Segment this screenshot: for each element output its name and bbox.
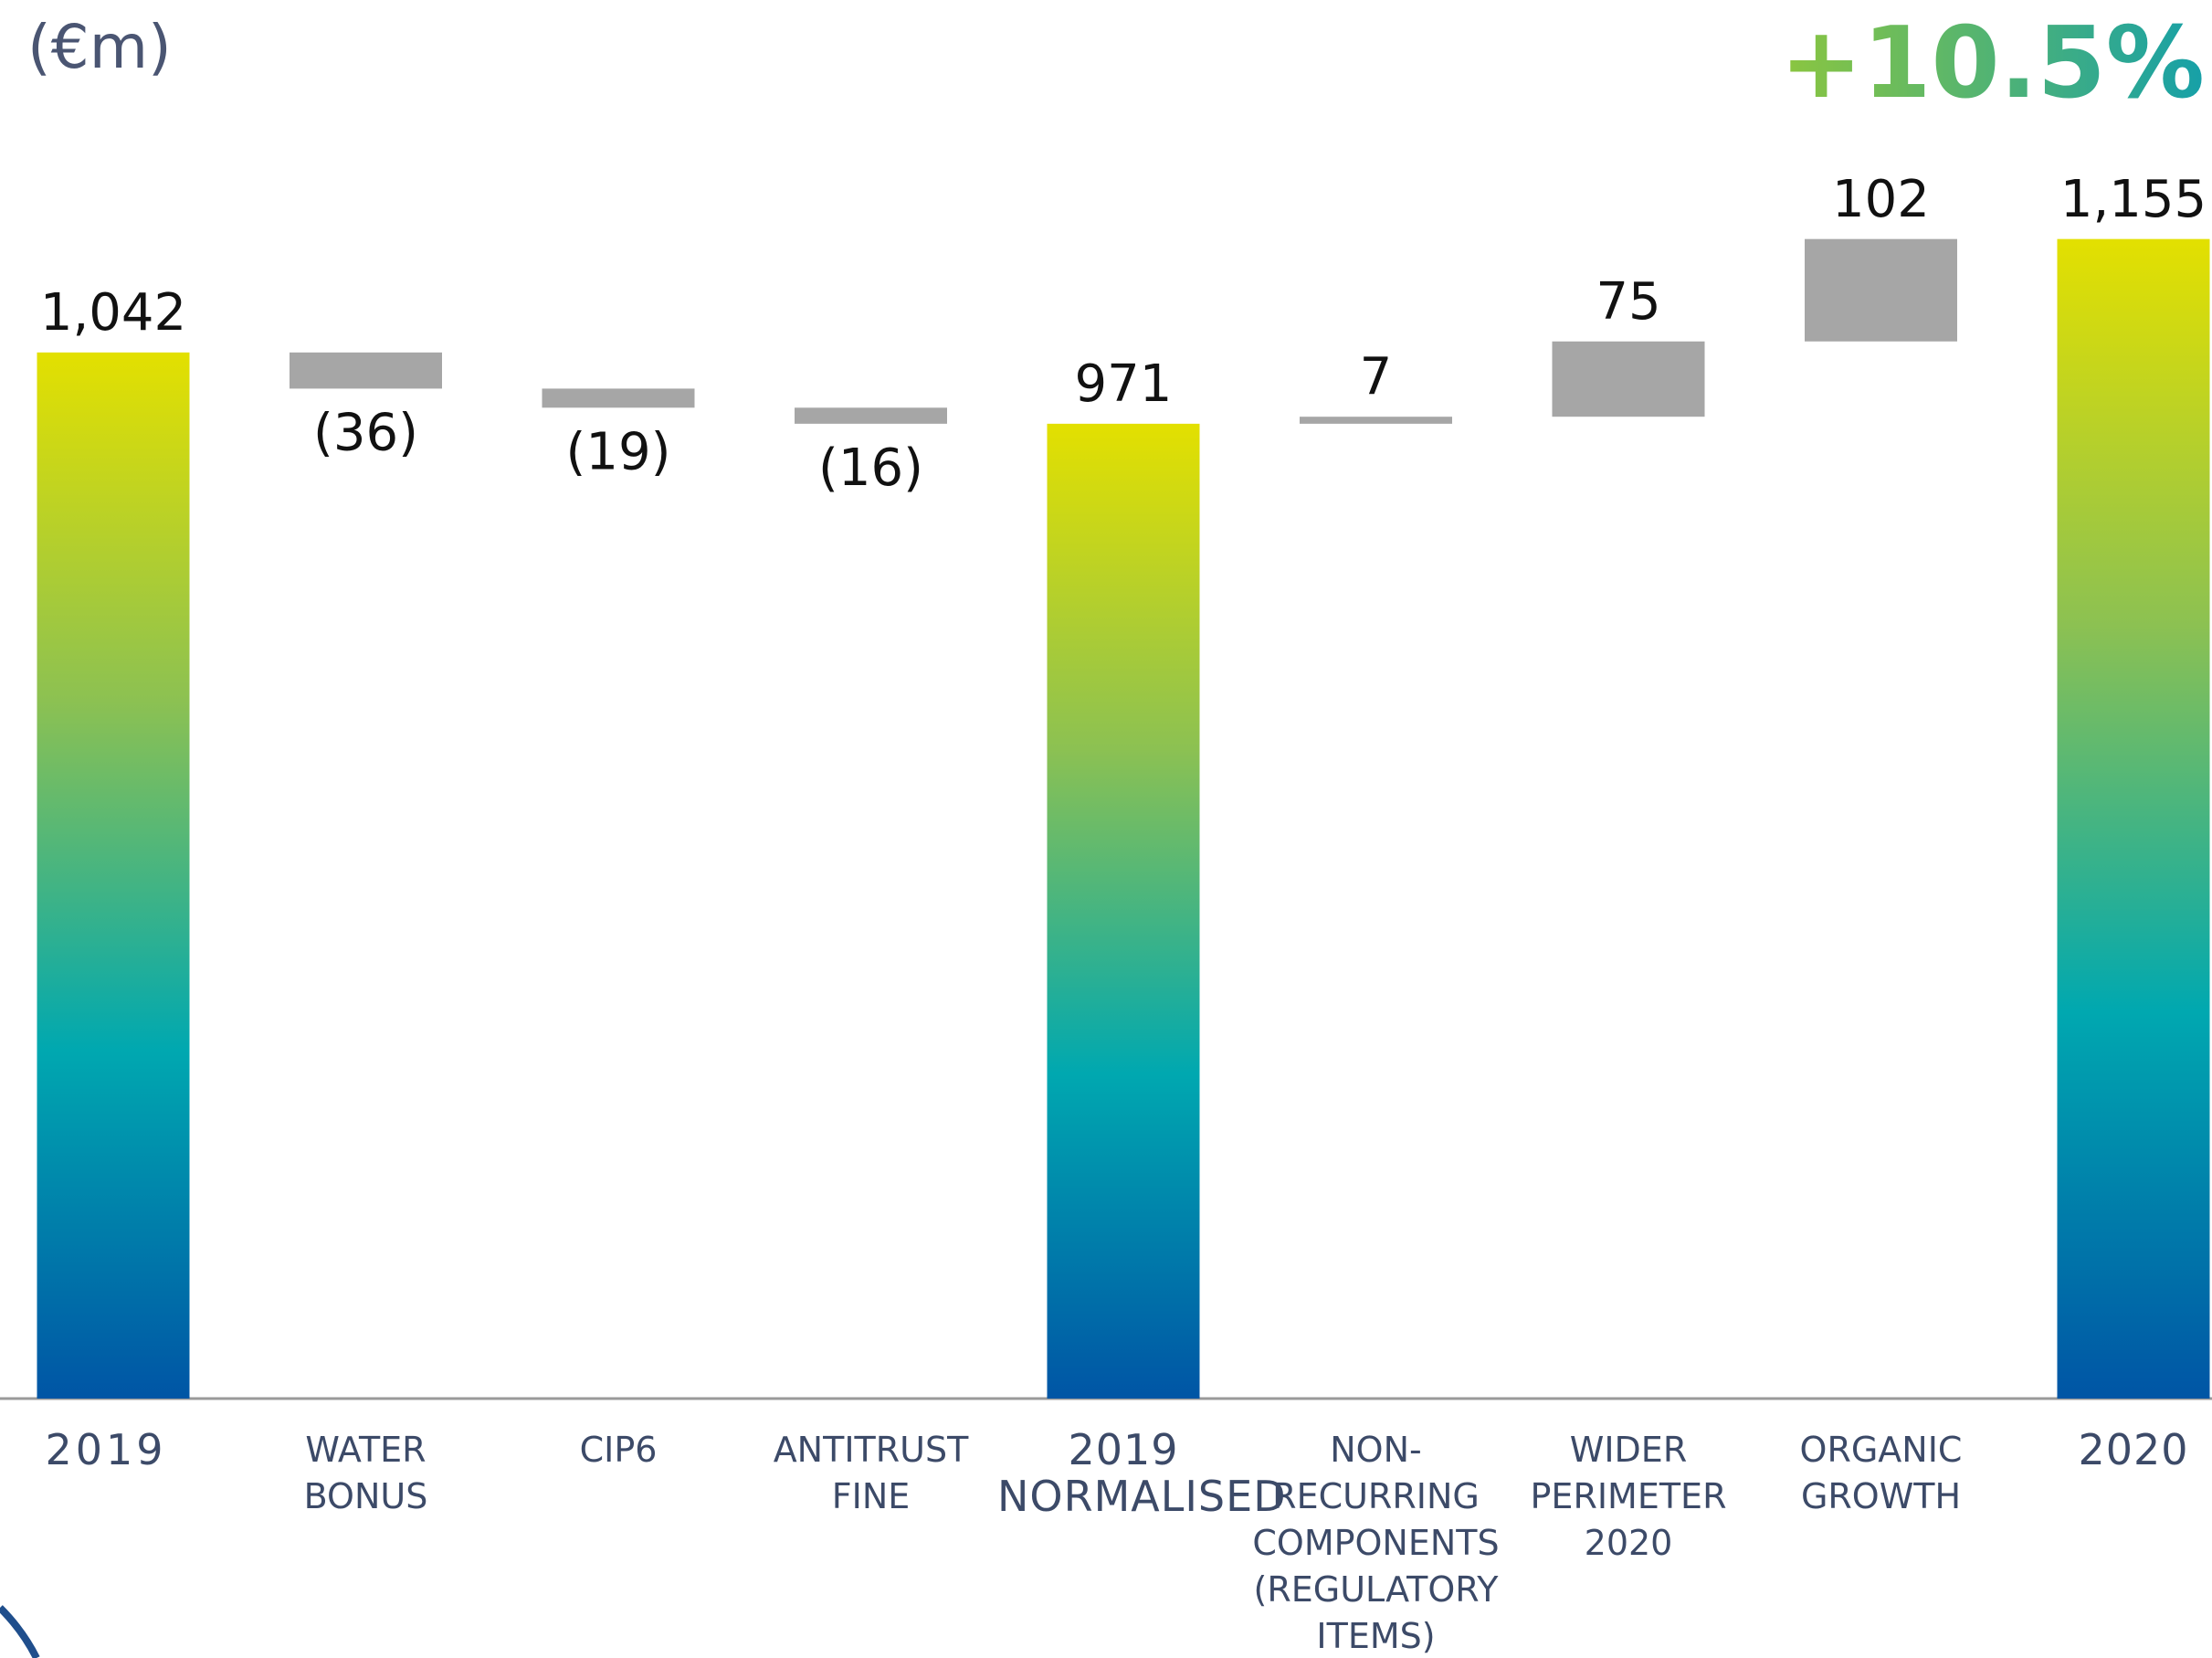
value-label: 971 xyxy=(1075,354,1173,414)
delta-bar xyxy=(1805,238,1957,342)
value-label: 1,042 xyxy=(40,283,186,343)
delta-bar xyxy=(795,407,947,424)
unit-label: (€m) xyxy=(27,12,172,82)
category-label: CIP6 xyxy=(579,1430,658,1470)
category-label: ORGANIC GROWTH xyxy=(1799,1430,1963,1516)
value-label: (16) xyxy=(818,438,923,498)
annotation: +10.5% xyxy=(1780,6,2205,121)
delta-bar xyxy=(542,388,695,408)
total-bar xyxy=(37,352,190,1399)
category-label: WATER BONUS xyxy=(303,1430,428,1516)
value-label: (36) xyxy=(313,404,418,463)
value-label: (19) xyxy=(566,422,671,481)
category-label: WIDER PERIMETER 2020 xyxy=(1530,1430,1727,1563)
value-label: 75 xyxy=(1596,272,1660,332)
total-bar xyxy=(1047,423,1200,1399)
value-label: 7 xyxy=(1360,347,1393,407)
value-label: 1,155 xyxy=(2060,170,2207,229)
total-bar xyxy=(2057,238,2210,1399)
category-label: NON- RECURRING COMPONENTS (REGULATORY IT… xyxy=(1252,1430,1500,1656)
delta-bar xyxy=(1300,417,1452,424)
delta-bar xyxy=(1552,341,1705,417)
category-label: 2020 xyxy=(2078,1425,2189,1474)
value-label: 102 xyxy=(1832,170,1930,229)
decoration xyxy=(0,1605,40,1658)
category-label: 2019 xyxy=(45,1425,167,1474)
category-label: 2019 NORMALISED xyxy=(997,1425,1287,1521)
delta-bar xyxy=(290,352,442,389)
category-label: ANTITRUST FINE xyxy=(773,1430,969,1516)
